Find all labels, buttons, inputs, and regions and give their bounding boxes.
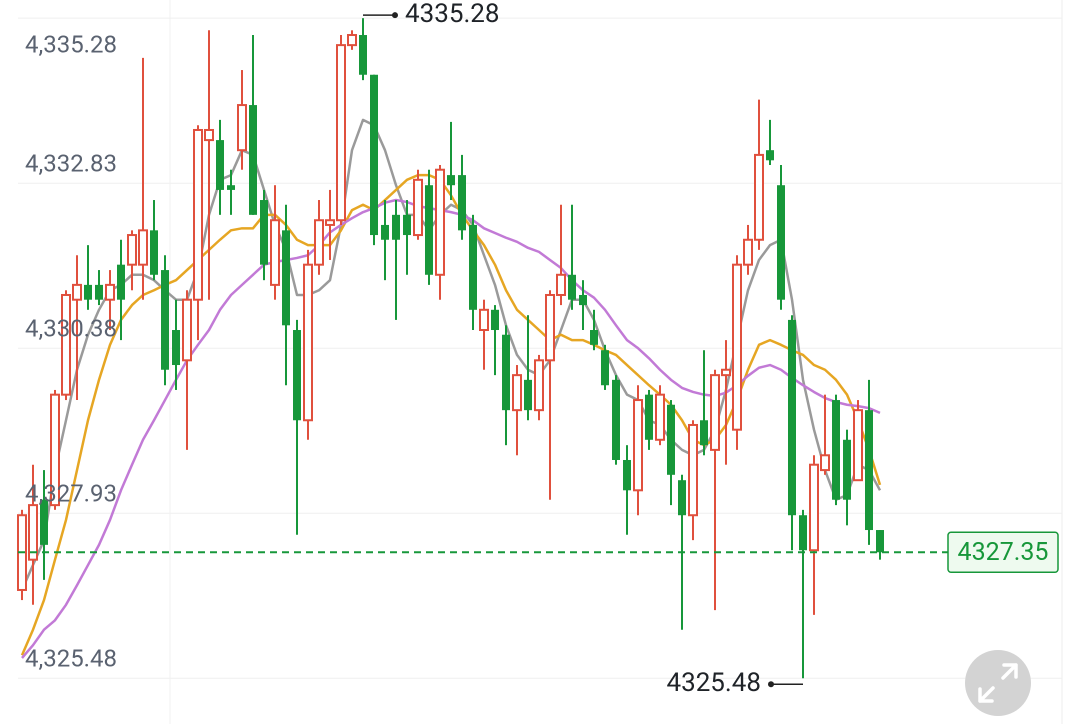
candle-body <box>413 178 423 237</box>
candle-body <box>534 359 544 412</box>
candle-body <box>865 410 873 531</box>
expand-button[interactable] <box>965 650 1031 716</box>
candle-body <box>612 379 620 460</box>
y-tick-label: 4,325.48 <box>25 645 117 673</box>
candle-body <box>556 273 566 296</box>
candle-body <box>282 230 290 326</box>
candle-body <box>743 238 753 266</box>
candle-body <box>50 393 60 507</box>
candle-body <box>347 34 357 47</box>
candle-body <box>766 150 774 161</box>
candle-body <box>28 504 38 561</box>
candle-body <box>216 140 224 190</box>
last-price-box <box>947 531 1059 574</box>
candle-body <box>678 480 686 516</box>
candle-body <box>809 463 819 552</box>
candle-body <box>325 219 335 226</box>
candle-body <box>204 128 214 142</box>
candle-body <box>182 298 192 362</box>
candle-body <box>876 530 884 553</box>
candle-body <box>590 330 598 345</box>
axis-labels: 4,325.48 4,327.93 4,330.38 4,332.83 4,335.28 <box>25 31 117 673</box>
candle-body <box>820 454 830 472</box>
candle-body <box>117 264 125 300</box>
candle-body <box>403 214 411 236</box>
candle-body <box>545 293 555 362</box>
candle-body <box>172 330 180 366</box>
candle-body <box>193 128 203 301</box>
candle-body <box>359 35 367 75</box>
candle-body <box>799 515 807 551</box>
candle-body <box>491 309 499 331</box>
max-dot <box>392 12 398 19</box>
candle-body <box>623 459 631 491</box>
expand-icon[interactable] <box>978 663 1018 703</box>
candle-body <box>469 224 477 310</box>
candle-body <box>754 153 764 241</box>
ma-lines <box>20 118 882 659</box>
candle-body <box>524 379 532 411</box>
candle-body <box>61 293 71 396</box>
candle-body <box>95 284 103 300</box>
candle-body <box>425 185 433 275</box>
candle-body <box>40 499 48 545</box>
y-tick-label: 4,332.83 <box>25 150 117 178</box>
candle-body <box>435 168 445 276</box>
candle-body <box>655 393 665 441</box>
candle-body <box>392 214 400 240</box>
candle-body <box>721 368 731 377</box>
candle-body <box>227 185 235 190</box>
candle-body <box>293 330 301 421</box>
max-label: 4335.28 <box>405 0 500 29</box>
candle-body <box>479 308 489 332</box>
min-dot <box>768 681 774 688</box>
candle-body <box>270 219 280 286</box>
candle-body <box>777 185 785 300</box>
candle-body <box>370 74 378 236</box>
candle-body <box>127 234 137 266</box>
expand-circle[interactable] <box>965 650 1031 716</box>
candle-body <box>788 319 796 516</box>
y-tick-label: 4,330.38 <box>25 315 117 343</box>
candle-body <box>601 350 609 386</box>
last-price-label: 4327.35 <box>958 538 1049 567</box>
candle-body <box>447 175 455 186</box>
candle-body <box>853 409 863 482</box>
candle-body <box>732 263 742 431</box>
candle-body <box>502 334 510 411</box>
candle-body <box>138 229 148 266</box>
y-tick-label: 4,335.28 <box>25 31 117 59</box>
annotations: 4335.28 4325.48 4327.35 <box>18 0 1059 698</box>
candle-body <box>303 263 313 422</box>
candle-body <box>260 200 268 265</box>
candle-body <box>700 420 708 446</box>
candle-body <box>314 219 324 266</box>
candle-body <box>84 284 92 300</box>
candle-body <box>105 283 115 301</box>
candle-body <box>336 44 346 222</box>
candle-body <box>667 404 675 475</box>
candle-body <box>633 399 643 492</box>
candle-body <box>381 224 389 240</box>
candle-body <box>843 439 851 500</box>
candle-body <box>568 274 576 300</box>
candle-body <box>458 175 466 231</box>
candle-body <box>710 374 720 451</box>
candle-body <box>249 105 257 215</box>
candle-body <box>150 230 158 275</box>
candle-body <box>688 423 698 517</box>
candle-body <box>645 394 653 440</box>
candle-body <box>161 270 169 370</box>
min-label: 4325.48 <box>666 668 761 698</box>
y-tick-label: 4,327.93 <box>25 480 117 508</box>
candle-body <box>832 400 840 500</box>
candle-body <box>579 294 587 306</box>
candle-body <box>72 283 82 301</box>
candle-body <box>512 374 522 412</box>
candle-body <box>237 104 247 152</box>
